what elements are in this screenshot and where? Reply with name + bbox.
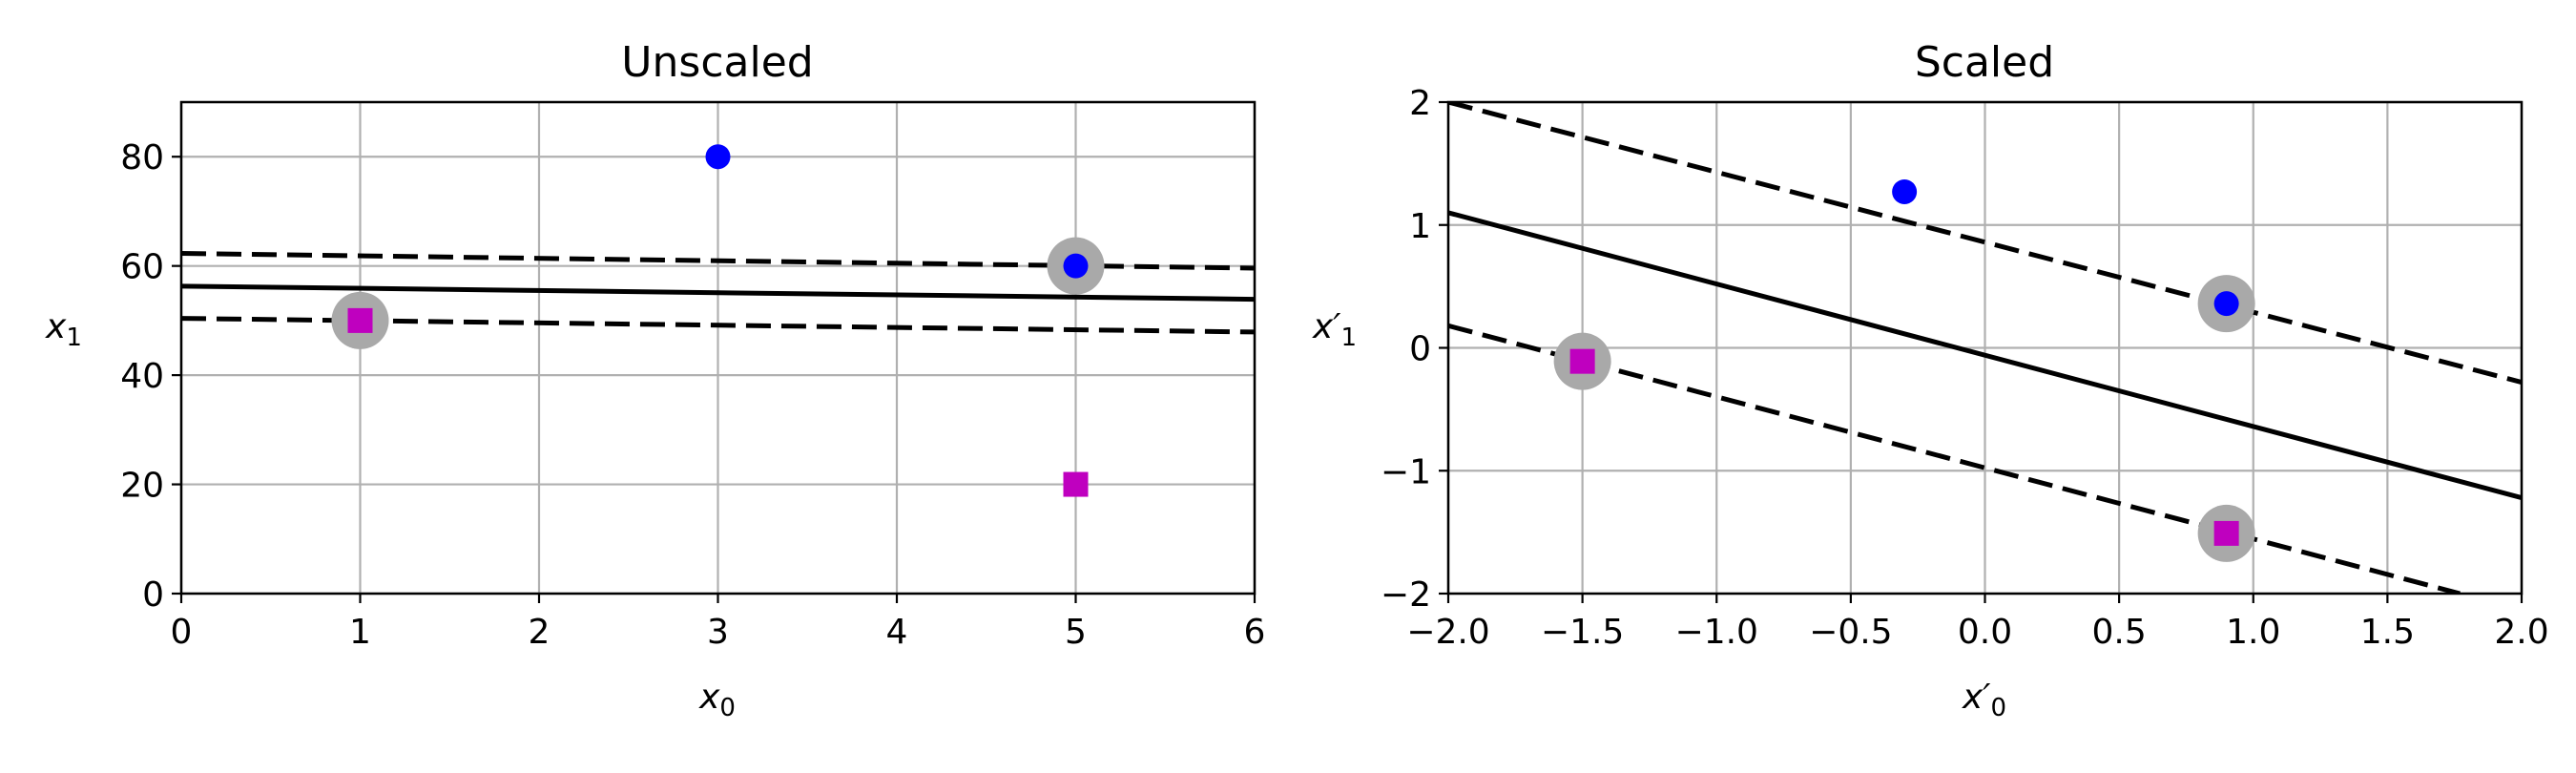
x-tick-label: −0.5 [1809,613,1892,652]
y-tick-label: −2 [1381,575,1431,615]
panel-scaled: Scaled −2.0 −1.5 −1.0 −0.5 0.0 0.5 1.0 1.5 2.0 −2… [1312,38,2549,722]
square-point [347,307,373,333]
square-point [2213,520,2239,546]
y-tick-label: 80 [120,138,164,178]
square-point [1569,348,1595,374]
y-axis-label-scaled: x′1 [1312,307,1357,352]
x-tick-label: −2.0 [1406,613,1489,652]
circle-point [2213,291,2239,317]
y-tick-label: −1 [1381,452,1431,491]
circle-point [1892,178,1918,204]
x-tick-label: −1.5 [1541,613,1624,652]
y-tick-label: 60 [120,248,164,287]
x-tick-label: 0.0 [1958,613,2012,652]
x-tick-label: 0.5 [2091,613,2146,652]
margin-line [1448,102,2522,385]
x-tick-label: 2 [529,613,551,652]
chart-title-unscaled: Unscaled [621,38,813,87]
y-tick-label: 20 [120,467,164,506]
y-axis-label-unscaled: x1 [45,307,82,352]
x-tick-label: 2.0 [2494,613,2548,652]
y-tick-label: 1 [1409,207,1431,246]
x-tick-label: 1.0 [2226,613,2280,652]
x-axis-label-unscaled: x0 [698,678,736,722]
circle-point [1063,253,1089,279]
x-tick-label: 5 [1065,613,1087,652]
decision-boundary-line [1448,210,2522,500]
x-tick-label: 1.5 [2360,613,2415,652]
x-tick-label: 4 [886,613,908,652]
x-tick-label: 0 [171,613,193,652]
chart-title-scaled: Scaled [1915,38,2054,87]
y-tick-label: 40 [120,357,164,396]
y-tick-label: 2 [1409,84,1431,123]
decision-boundary-line [181,283,1255,303]
circle-point [705,144,731,170]
y-tick-label: 0 [1409,330,1431,369]
x-tick-label: 1 [349,613,371,652]
x-axis-label-scaled: x′0 [1962,678,2006,722]
y-tick-label: 0 [142,575,164,615]
square-point [1063,471,1089,497]
x-tick-label: 3 [707,613,729,652]
x-tick-label: 6 [1244,613,1266,652]
x-tick-label: −1.0 [1675,613,1758,652]
